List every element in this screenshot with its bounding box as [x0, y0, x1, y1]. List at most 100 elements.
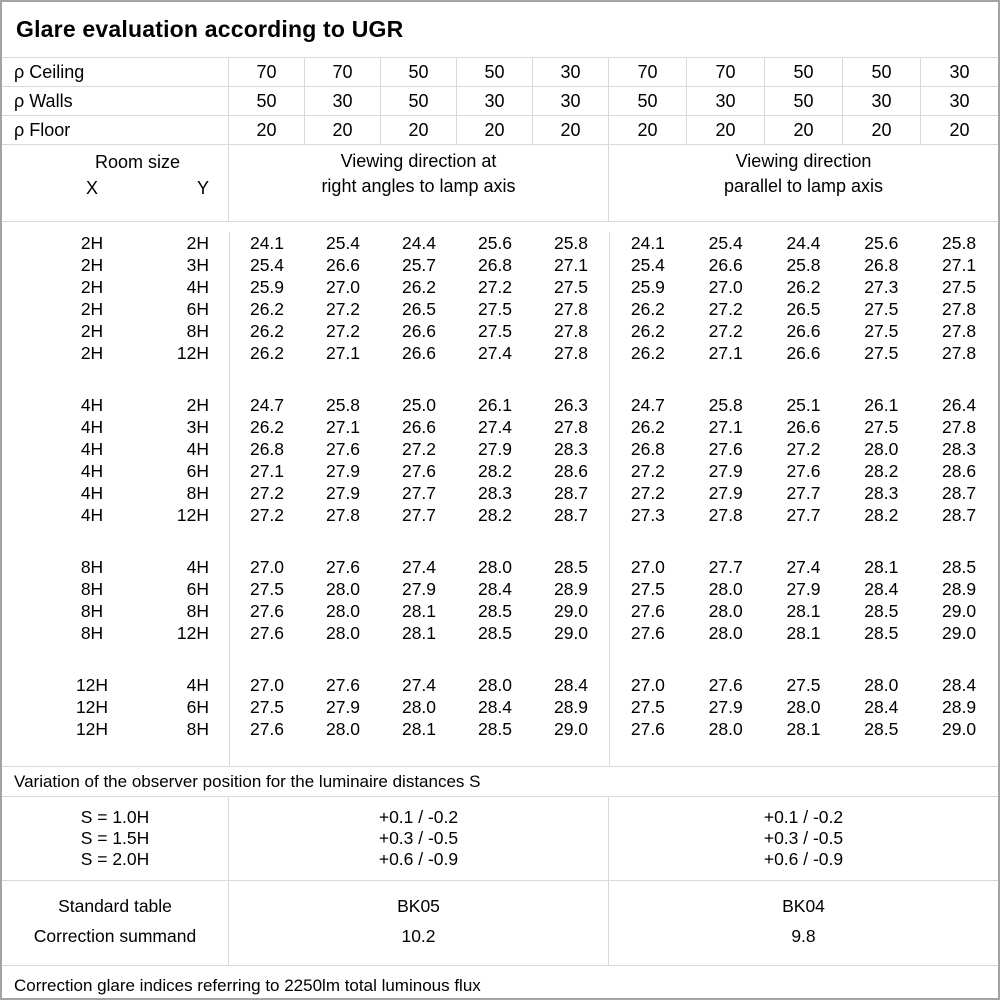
- ugr-value: 26.2: [630, 298, 665, 319]
- right-angles-values: 27.0 27.6 27.4 28.0 28.5: [229, 557, 609, 578]
- ugr-value: 26.2: [630, 320, 665, 341]
- ugr-value: 27.0: [708, 276, 743, 297]
- title-row: Glare evaluation according to UGR: [2, 2, 998, 58]
- right-angles-values: 27.2 27.8 27.7 28.2 28.7: [229, 505, 609, 526]
- reflectance-value: 30: [533, 58, 609, 86]
- room-x-value: 2H: [80, 320, 104, 341]
- ugr-value: 25.8: [942, 232, 977, 253]
- parallel-values: 25.4 26.6 25.8 26.8 27.1: [609, 255, 998, 276]
- ugr-value: 27.2: [249, 482, 285, 503]
- room-size-labels: 4H 8H: [2, 483, 229, 504]
- reflectance-value: 20: [305, 116, 381, 144]
- ugr-value: 28.6: [553, 460, 589, 481]
- ugr-value: 28.9: [942, 578, 977, 599]
- ugr-value: 26.6: [401, 320, 437, 341]
- ugr-value: 27.6: [401, 460, 437, 481]
- ugr-value: 25.4: [630, 254, 665, 275]
- ugr-value: 28.5: [477, 622, 513, 643]
- ugr-value: 28.0: [325, 718, 361, 739]
- ugr-value: 27.0: [630, 674, 665, 695]
- ugr-value: 28.5: [477, 718, 513, 739]
- ugr-value: 27.0: [630, 556, 665, 577]
- ugr-value: 28.5: [864, 600, 899, 621]
- room-x-value: 8H: [80, 556, 104, 577]
- parallel-values: 27.2 27.9 27.7 28.3 28.7: [609, 483, 998, 504]
- ugr-value: 26.6: [786, 416, 821, 437]
- ugr-value: 27.7: [401, 482, 437, 503]
- ugr-value: 28.2: [477, 504, 513, 525]
- reflectance-value: 50: [765, 87, 843, 115]
- reflectance-value: 20: [687, 116, 765, 144]
- table-header-row: Room size X Y Viewing direction at right…: [2, 145, 998, 222]
- ugr-row: 12H 4H 27.0 27.6 27.4 28.0 28.4 27.0 27.6 27.5 28.…: [2, 674, 998, 696]
- ugr-value: 27.6: [325, 438, 361, 459]
- right-angles-values: 27.6 28.0 28.1 28.5 29.0: [229, 623, 609, 644]
- ugr-value: 25.4: [708, 232, 743, 253]
- ugr-value: 27.3: [630, 504, 665, 525]
- viewing-right-angles-line2: right angles to lamp axis: [321, 176, 516, 196]
- room-size-labels: 2H 8H: [2, 321, 229, 342]
- parallel-values: 26.2 27.2 26.6 27.5 27.8: [609, 321, 998, 342]
- ugr-value: 27.5: [864, 298, 899, 319]
- ugr-value: 27.4: [477, 416, 513, 437]
- right-angles-values: 27.5 27.9 28.0 28.4 28.9: [229, 697, 609, 718]
- parallel-values: 27.6 28.0 28.1 28.5 29.0: [609, 719, 998, 740]
- ugr-row: 8H 4H 27.0 27.6 27.4 28.0 28.5 27.0 27.7 27.4 28.1…: [2, 556, 998, 578]
- ugr-value: 28.3: [864, 482, 899, 503]
- ugr-value: 25.6: [864, 232, 899, 253]
- ugr-value: 28.0: [786, 696, 821, 717]
- room-x-value: 12H: [75, 674, 109, 695]
- reflectance-value: 70: [687, 58, 765, 86]
- ugr-value: 27.5: [630, 578, 665, 599]
- room-x-value: 8H: [80, 600, 104, 621]
- ugr-value: 27.4: [401, 556, 437, 577]
- ugr-row: 12H 6H 27.5 27.9 28.0 28.4 28.9 27.5 27.9 28.0 28.…: [2, 696, 998, 718]
- ugr-value: 27.5: [477, 298, 513, 319]
- ugr-value: 27.2: [630, 482, 665, 503]
- room-y-value: 6H: [186, 578, 209, 599]
- right-angles-values: 25.4 26.6 25.7 26.8 27.1: [229, 255, 609, 276]
- ugr-row: 4H 8H 27.2 27.9 27.7 28.3 28.7 27.2 27.9 27.7 28.3…: [2, 482, 998, 504]
- ugr-value: 27.6: [325, 556, 361, 577]
- reflectance-value: 70: [305, 58, 381, 86]
- room-size-group: 4H 2H 24.7 25.8 25.0 26.1 26.3 24.7 25.8 25.1 26.1…: [2, 394, 998, 526]
- ugr-value: 29.0: [553, 622, 589, 643]
- ugr-value: 25.1: [786, 394, 821, 415]
- page-title: Glare evaluation according to UGR: [16, 16, 404, 42]
- reflectance-row: ρ Ceiling 70 70 50 50 30 70 70 50 50 30: [2, 58, 998, 87]
- ugr-value: 28.1: [786, 622, 821, 643]
- ugr-row: 4H 3H 26.2 27.1 26.6 27.4 27.8 26.2 27.1 26.6 27.5…: [2, 416, 998, 438]
- footer-note: Correction glare indices referring to 22…: [14, 976, 481, 995]
- room-y-value: 6H: [186, 298, 209, 319]
- ugr-value: 24.4: [786, 232, 821, 253]
- ugr-value: 28.0: [864, 674, 899, 695]
- ugr-value: 28.4: [864, 696, 899, 717]
- room-y-value: 12H: [176, 342, 209, 363]
- ugr-value: 27.8: [553, 320, 589, 341]
- reflectance-value: 30: [533, 87, 609, 115]
- ugr-value: 27.9: [325, 482, 361, 503]
- ugr-value: 27.0: [325, 276, 361, 297]
- y-header-label: Y: [196, 178, 209, 198]
- room-y-value: 4H: [186, 438, 209, 459]
- room-y-value: 4H: [186, 674, 209, 695]
- room-x-value: 4H: [80, 416, 104, 437]
- ugr-value: 28.0: [325, 622, 361, 643]
- reflectance-value: 30: [305, 87, 381, 115]
- ugr-value: 26.8: [249, 438, 285, 459]
- right-angles-values: 27.6 28.0 28.1 28.5 29.0: [229, 601, 609, 622]
- room-size-labels: 4H 3H: [2, 417, 229, 438]
- ugr-row: 2H 6H 26.2 27.2 26.5 27.5 27.8 26.2 27.2 26.5 27.5…: [2, 298, 998, 320]
- room-y-value: 12H: [176, 622, 209, 643]
- ugr-value: 27.9: [786, 578, 821, 599]
- reflectance-value: 20: [765, 116, 843, 144]
- reflectance-value: 20: [949, 119, 970, 140]
- ugr-value: 28.7: [553, 504, 589, 525]
- room-y-value: 8H: [186, 600, 209, 621]
- room-size-labels: 8H 4H: [2, 557, 229, 578]
- ugr-value: 26.6: [325, 254, 361, 275]
- parallel-values: 26.8 27.6 27.2 28.0 28.3: [609, 439, 998, 460]
- ugr-value: 27.6: [630, 600, 665, 621]
- ugr-row: 12H 8H 27.6 28.0 28.1 28.5 29.0 27.6 28.0 28.1 28.…: [2, 718, 998, 740]
- standard-table-parallel: BK04: [782, 896, 825, 916]
